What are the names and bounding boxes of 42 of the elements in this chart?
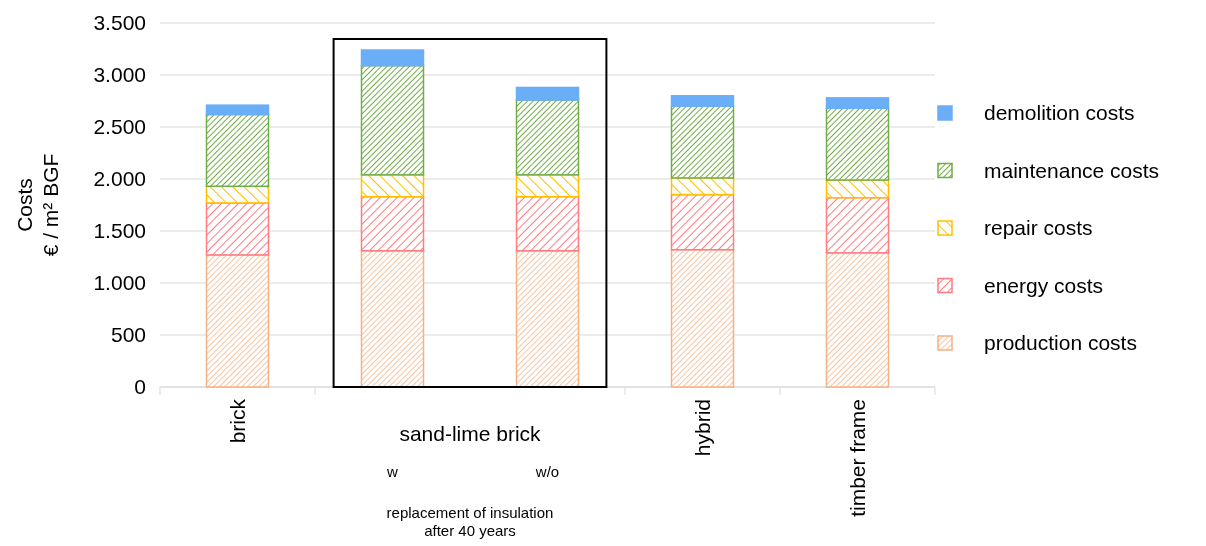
y-tick-label: 0 <box>134 375 146 399</box>
bar <box>825 252 890 388</box>
bar <box>360 49 425 67</box>
bar <box>825 97 890 110</box>
bar <box>205 185 270 204</box>
y-tick-label: 2.000 <box>93 167 146 191</box>
legend-label: energy costs <box>984 273 1104 297</box>
x-tick-label: hybrid <box>690 399 714 457</box>
bar <box>360 250 425 388</box>
legend-label: production costs <box>984 331 1137 355</box>
bar <box>205 254 270 388</box>
y-tick-label: 1.500 <box>93 219 146 243</box>
bar <box>515 250 580 388</box>
x-tick-label: brick <box>225 398 249 444</box>
bar <box>670 248 735 388</box>
y-tick-label: 500 <box>110 323 146 347</box>
bar <box>205 202 270 256</box>
bar <box>360 195 425 252</box>
y-tick-label: 3.000 <box>93 63 146 87</box>
y-tick-label: 3.500 <box>93 11 146 35</box>
bar <box>825 196 890 254</box>
text: replacement of insulation after 40 years <box>386 504 554 539</box>
legend-label: repair costs <box>984 216 1093 240</box>
bar <box>670 105 735 179</box>
y-axis-title: Costs € / m² BGF <box>13 153 63 257</box>
bar <box>515 86 580 101</box>
bar <box>825 107 890 181</box>
y-tick-label: 1.000 <box>93 271 146 295</box>
x-tick-label: timber frame <box>845 399 869 517</box>
bar <box>515 195 580 252</box>
legend-label: demolition costs <box>984 101 1135 125</box>
text: w/o <box>534 463 560 480</box>
bar <box>670 95 735 107</box>
text: sand-lime brick <box>399 422 542 445</box>
bar <box>205 113 270 188</box>
bar <box>515 99 580 176</box>
bar <box>360 64 425 176</box>
bar <box>670 193 735 251</box>
text: w <box>386 463 399 480</box>
bar <box>205 104 270 116</box>
legend-label: maintenance costs <box>984 158 1160 182</box>
y-tick-label: 2.500 <box>93 115 146 139</box>
